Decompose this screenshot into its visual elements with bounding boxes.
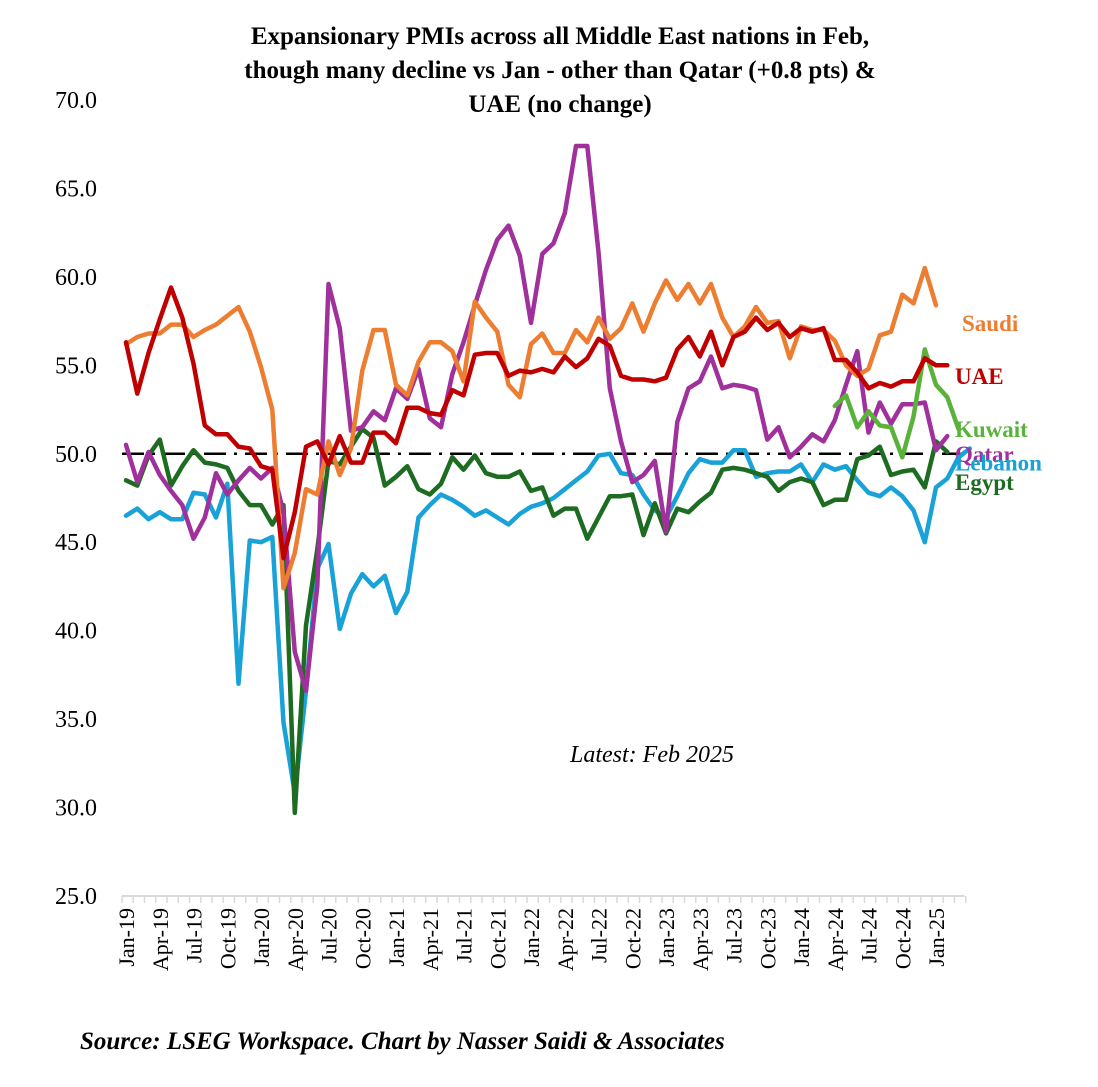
title-line-1: Expansionary PMIs across all Middle East… — [251, 23, 869, 50]
series-line-qatar — [123, 143, 950, 694]
x-tick-label: Apr-22 — [553, 908, 578, 971]
series-line-egypt — [123, 426, 950, 816]
x-tick-label: Oct-22 — [620, 908, 645, 969]
x-tick-label: Jan-24 — [789, 908, 814, 967]
x-tick-label: Jul-19 — [182, 908, 207, 963]
x-tick-label: Jul-22 — [587, 908, 612, 963]
series-label-lebanon: Lebanon — [955, 451, 1042, 476]
title-line-3: UAE (no change) — [468, 91, 651, 118]
x-tick-label: Apr-24 — [823, 908, 848, 971]
x-tick-label: Jul-20 — [317, 908, 342, 963]
x-tick-label: Apr-21 — [418, 908, 443, 971]
x-tick-label: Jan-23 — [654, 908, 679, 967]
x-tick-label: Jul-21 — [452, 908, 477, 963]
source-note: Source: LSEG Workspace. Chart by Nasser … — [80, 1028, 725, 1055]
y-tick-label: 35.0 — [55, 707, 97, 733]
x-tick-label: Apr-19 — [148, 908, 173, 971]
y-tick-label: 30.0 — [55, 796, 97, 822]
series-label-qatar: Qatar — [955, 442, 1014, 467]
series-label-egypt: Egypt — [955, 470, 1014, 495]
x-tick-label: Jan-22 — [519, 908, 544, 967]
x-tick-label: Jul-23 — [722, 908, 747, 963]
series-label-uae: UAE — [955, 364, 1004, 389]
x-tick-label: Apr-20 — [283, 908, 308, 971]
x-tick-label: Apr-23 — [688, 908, 713, 971]
series-label-kuwait: Kuwait — [955, 417, 1028, 442]
x-tick-label: Jan-25 — [924, 908, 949, 967]
y-tick-label: 65.0 — [55, 176, 97, 202]
series-line-uae — [123, 285, 950, 561]
chart-title: Expansionary PMIs across all Middle East… — [244, 23, 875, 118]
x-tick-label: Oct-20 — [350, 908, 375, 969]
series-label-saudi: Saudi — [962, 311, 1019, 336]
y-tick-label: 70.0 — [55, 88, 97, 114]
title-line-2: though many decline vs Jan - other than … — [244, 57, 875, 84]
x-tick-label: Jan-20 — [249, 908, 274, 967]
y-tick-label: 25.0 — [55, 884, 97, 910]
series-group — [123, 143, 973, 816]
y-tick-label: 50.0 — [55, 442, 97, 468]
latest-annotation: Latest: Feb 2025 — [569, 742, 734, 768]
x-tick-label: Jan-21 — [384, 908, 409, 967]
x-tick-label: Oct-23 — [755, 908, 780, 969]
series-line-kuwait — [832, 347, 961, 460]
y-tick-label: 40.0 — [55, 619, 97, 645]
x-tick-label: Oct-24 — [890, 908, 915, 969]
y-tick-label: 45.0 — [55, 530, 97, 556]
x-tick-label: Oct-21 — [485, 908, 510, 969]
x-tick-label: Oct-19 — [215, 908, 240, 969]
x-tick-label: Jul-24 — [857, 908, 882, 963]
y-axis: 25.0 30.0 35.0 40.0 45.0 50.0 55.0 60.0 65.0 70.0 — [55, 88, 97, 910]
x-axis: Jan-19 Apr-19 Jul-19 Oct-19 Jan-20 Apr-20 Jul-… — [114, 895, 967, 971]
y-tick-label: 55.0 — [55, 353, 97, 379]
y-tick-label: 60.0 — [55, 265, 97, 291]
x-tick-label: Jan-19 — [114, 908, 139, 967]
